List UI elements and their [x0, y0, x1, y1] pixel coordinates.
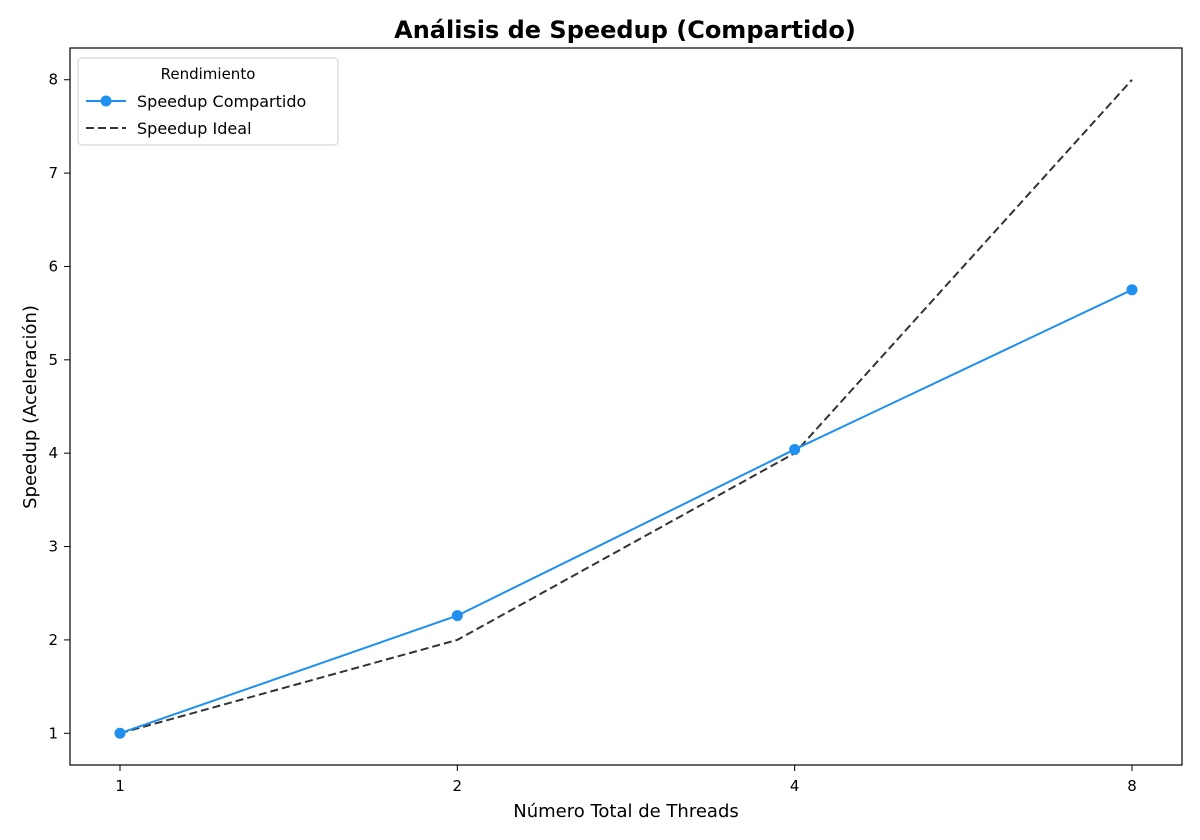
x-axis-title: Número Total de Threads [513, 801, 739, 822]
x-tick-label: 8 [1127, 777, 1137, 795]
y-tick-label: 4 [48, 444, 58, 462]
legend-entry-label: Speedup Compartido [137, 92, 306, 111]
y-axis-title: Speedup (Aceleración) [20, 305, 41, 509]
x-tick-label: 4 [790, 777, 800, 795]
chart-title: Análisis de Speedup (Compartido) [394, 16, 856, 44]
data-point [451, 610, 463, 622]
y-tick-label: 6 [48, 257, 58, 275]
legend-box [77, 57, 339, 146]
legend-entry-label: Speedup Ideal [137, 119, 252, 138]
plot-frame [69, 47, 1183, 766]
data-point [789, 443, 801, 455]
x-tick-label: 1 [115, 777, 125, 795]
legend-title: Rendimiento [161, 65, 256, 83]
series-layer [114, 79, 1138, 739]
series-line-ideal [119, 79, 1133, 735]
y-tick-label: 2 [48, 631, 58, 649]
series-line-compartido [119, 288, 1133, 735]
y-tick-label: 3 [48, 538, 58, 556]
x-tick-label: 2 [453, 777, 463, 795]
y-tick-label: 1 [48, 724, 58, 742]
y-tick-label: 8 [48, 71, 58, 89]
legend: Rendimiento Speedup Compartido Speedup Id… [77, 57, 339, 146]
legend-marker [100, 95, 112, 107]
data-point [114, 727, 126, 739]
y-axis: 1 2 3 4 5 6 7 8 [48, 71, 70, 742]
x-axis: 1 2 4 8 [115, 765, 1137, 795]
data-point [1126, 284, 1138, 296]
y-tick-label: 7 [48, 164, 58, 182]
y-tick-label: 5 [48, 351, 58, 369]
